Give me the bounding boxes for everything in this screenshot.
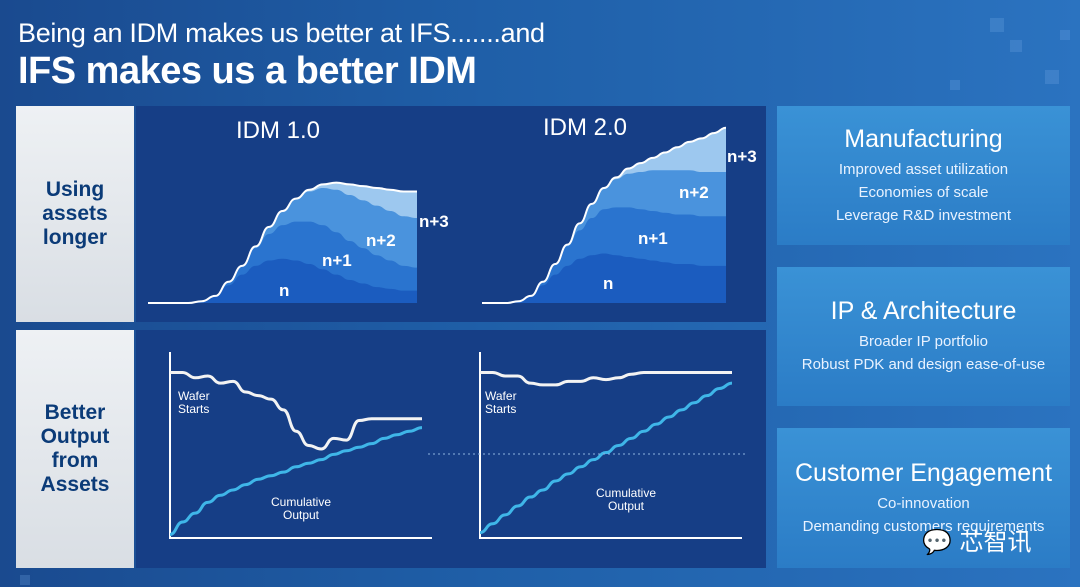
series-label-n: n <box>279 281 289 300</box>
card-item: Economies of scale <box>858 183 989 201</box>
stacked-area-panel: IDM 1.0 IDM 2.0 n n+1 n+2 n+3 n n+1 n+2 n+3 <box>136 106 766 322</box>
area-layer-n <box>148 258 417 303</box>
axes <box>169 352 432 539</box>
series-label-nplus3: n+3 <box>419 212 449 231</box>
area-chart-idm1: n n+1 n+2 n+3 <box>148 181 449 304</box>
card-item: Robust PDK and design ease-of-use <box>801 356 1046 373</box>
row-label-using-assets: Using assets longer <box>16 106 134 322</box>
area-chart-idm2: n n+1 n+2 n+3 <box>482 126 757 304</box>
cumulative-output-label: Output <box>283 508 320 522</box>
card-item: Leverage R&D investment <box>835 206 1012 224</box>
cumulative-output-label: Cumulative <box>596 486 656 500</box>
decor-square <box>1010 40 1022 52</box>
card-manufacturing: Manufacturing Improved asset utilization… <box>777 106 1070 245</box>
slide-title: IFS makes us a better IDM <box>18 50 477 92</box>
wafer-starts-label: Wafer <box>178 389 210 403</box>
card-item: Demanding customers requirements <box>802 517 1045 535</box>
card-item: Co-innovation <box>877 494 970 512</box>
chart-title-idm1: IDM 1.0 <box>236 117 320 144</box>
cumulative-output-line <box>169 426 423 536</box>
slide-subtitle: Being an IDM makes us better at IFS.....… <box>18 18 545 48</box>
series-label-nplus1: n+1 <box>322 251 352 270</box>
watermark-text: 芯智讯 <box>959 528 1032 556</box>
decor-square <box>1060 30 1070 40</box>
area-outline <box>148 181 417 304</box>
line-chart-panel: Wafer Starts Cumulative Output Wafer Starts C… <box>136 330 766 568</box>
series-label-nplus3: n+3 <box>727 147 757 166</box>
wafer-starts-line <box>170 370 422 451</box>
card-title: Manufacturing <box>844 124 1003 153</box>
series-label-n: n <box>603 274 613 293</box>
wafer-starts-label: Starts <box>178 402 209 416</box>
series-label-nplus2: n+2 <box>366 231 396 250</box>
decor-square <box>950 80 960 90</box>
series-label-nplus1: n+1 <box>638 229 668 248</box>
cumulative-output-label: Cumulative <box>271 495 331 509</box>
stacked-area-svg: IDM 1.0 IDM 2.0 n n+1 n+2 n+3 n n+1 n+2 n+3 <box>148 114 757 304</box>
wafer-starts-label: Starts <box>485 402 516 416</box>
card-item: Improved asset utilization <box>838 160 1009 178</box>
row-label-better-output: Better Output from Assets <box>16 330 134 568</box>
cumulative-output-label: Output <box>608 499 645 513</box>
chart-title-idm2: IDM 2.0 <box>543 114 627 141</box>
decor-square <box>1045 70 1059 84</box>
card-item: Broader IP portfolio <box>859 333 988 350</box>
wafer-starts-line <box>480 370 732 387</box>
card-ip-architecture: IP & Architecture Broader IP portfolio R… <box>777 267 1070 406</box>
card-title: Customer Engagement <box>794 458 1053 487</box>
wafer-starts-label: Wafer <box>485 389 517 403</box>
wechat-icon: 💬 <box>922 528 952 556</box>
decor-square <box>990 18 1004 32</box>
watermark: 💬 芯智讯 <box>922 522 1032 557</box>
area-outline <box>482 126 727 304</box>
area-layer-n <box>482 253 726 303</box>
cumulative-output-line <box>479 381 733 535</box>
card-title: IP & Architecture <box>830 297 1017 325</box>
card-customer-engagement: Customer Engagement Co-innovation Demand… <box>777 428 1070 568</box>
axes <box>479 352 742 539</box>
decor-square <box>20 575 30 585</box>
series-label-nplus2: n+2 <box>679 183 709 202</box>
